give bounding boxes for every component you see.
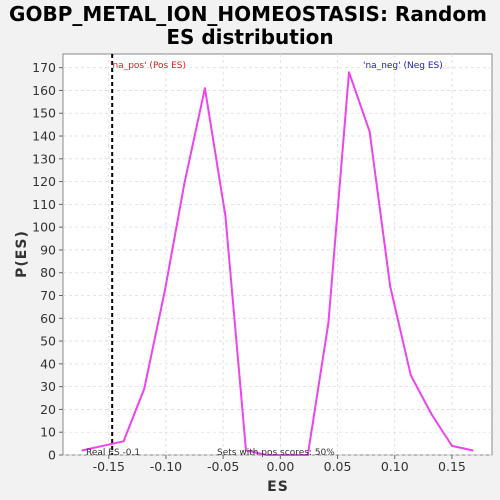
x-tick-label: 0.00	[266, 459, 294, 474]
data-point	[327, 321, 330, 324]
plot-area	[62, 53, 493, 456]
x-tick-label: -0.10	[150, 459, 182, 474]
y-tick-label: 50	[40, 334, 56, 349]
y-tick-label: 10	[40, 425, 56, 440]
y-tick-label: 60	[40, 311, 56, 326]
data-point	[81, 449, 84, 452]
data-point	[224, 214, 227, 217]
data-point	[286, 454, 289, 456]
grid-lines	[63, 54, 492, 456]
y-axis-label: P(ES)	[14, 230, 30, 278]
y-tick-label: 80	[40, 265, 56, 280]
data-point	[265, 454, 268, 456]
data-point	[409, 374, 412, 377]
y-tick-label: 30	[40, 379, 56, 394]
data-point	[143, 387, 146, 390]
x-axis-ticks: -0.15 -0.10 -0.05 0.00 0.05 0.10 0.15	[93, 455, 466, 474]
data-point	[368, 130, 371, 133]
data-point	[348, 71, 350, 74]
pos-scores-label: Sets with pos scores: 50%	[217, 448, 335, 458]
y-tick-label: 20	[40, 402, 56, 417]
chart-title-line-2: ES distribution	[166, 25, 333, 49]
x-tick-label: -0.05	[207, 459, 239, 474]
x-tick-label: 0.05	[324, 459, 352, 474]
x-tick-label: 0.15	[438, 459, 466, 474]
y-tick-label: 150	[32, 106, 56, 121]
data-point	[306, 454, 309, 456]
y-axis-ticks: 0 10 20 30 40 50 60 70 80 90 100 110 120 130 140 150 160…	[32, 60, 63, 463]
y-tick-label: 0	[48, 448, 56, 463]
y-tick-label: 110	[32, 197, 56, 212]
x-tick-label: 0.10	[381, 459, 409, 474]
y-tick-label: 130	[32, 151, 56, 166]
x-tick-label: -0.15	[93, 459, 125, 474]
series-points	[81, 71, 474, 456]
y-tick-label: 70	[40, 288, 56, 303]
neg-es-label: 'na_neg' (Neg ES)	[363, 61, 443, 71]
data-point	[245, 449, 248, 452]
chart-title-line-1: GOBP_METAL_ION_HOMEOSTASIS: Random	[9, 2, 487, 26]
y-tick-label: 90	[40, 242, 56, 257]
pos-es-label: 'na_pos' (Pos ES)	[110, 61, 186, 71]
y-tick-label: 100	[32, 220, 56, 235]
data-point	[471, 449, 474, 452]
y-tick-label: 140	[32, 129, 56, 144]
data-point	[203, 87, 206, 90]
real-es-label: Real ES -0.1	[86, 448, 140, 458]
data-point	[163, 289, 166, 292]
data-point	[430, 412, 433, 415]
y-tick-label: 160	[32, 83, 56, 98]
x-axis-label: ES	[267, 479, 289, 495]
data-point	[450, 444, 453, 447]
y-tick-label: 170	[32, 60, 56, 75]
y-tick-label: 40	[40, 356, 56, 371]
y-tick-label: 120	[32, 174, 56, 189]
data-point	[122, 440, 125, 443]
data-point	[183, 182, 186, 185]
data-point	[389, 285, 392, 288]
